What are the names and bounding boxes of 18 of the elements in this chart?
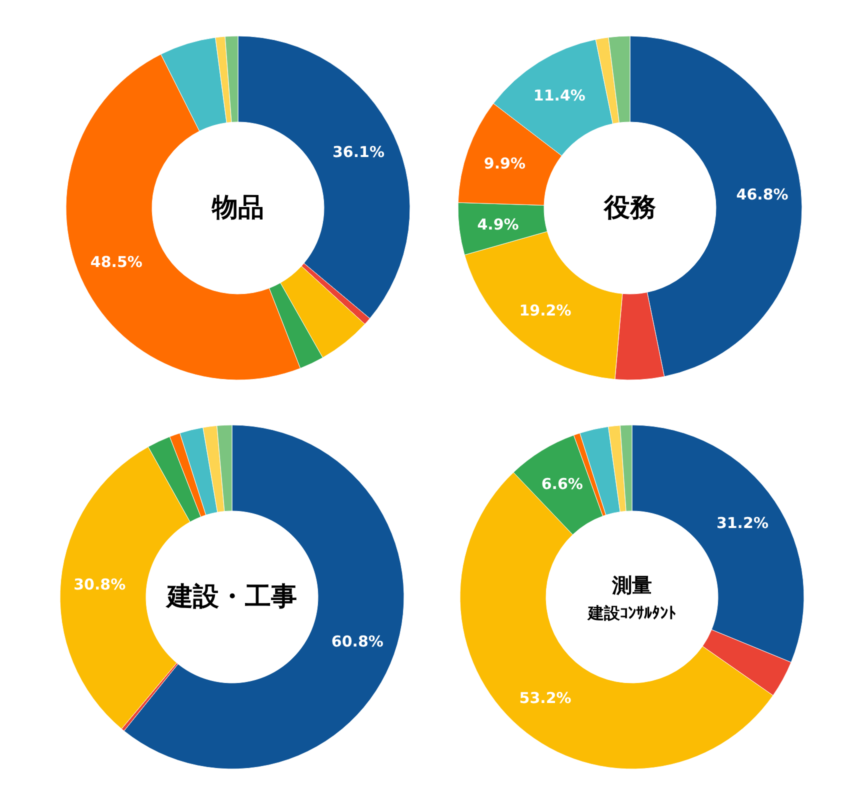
data-label: 60.8% bbox=[331, 632, 384, 650]
data-label: 6.6% bbox=[541, 474, 583, 493]
donut-slice bbox=[124, 424, 404, 770]
text: 物品 bbox=[211, 193, 264, 223]
data-label: 53.2% bbox=[519, 688, 572, 707]
data-label: 36.1% bbox=[332, 142, 385, 161]
data-label: 4.9% bbox=[477, 215, 519, 234]
text: 建設ｺﾝｻﾙﾀﾝﾄ bbox=[586, 604, 676, 622]
text: 建設・工事 bbox=[165, 582, 297, 612]
text: 測量 bbox=[611, 573, 652, 597]
data-label: 19.2% bbox=[519, 301, 572, 320]
data-label: 9.9% bbox=[484, 154, 526, 172]
data-label: 11.4% bbox=[533, 86, 586, 104]
data-label: 46.8% bbox=[736, 186, 788, 204]
text: 役務 bbox=[603, 193, 656, 223]
data-label: 30.8% bbox=[74, 575, 126, 594]
data-label: 31.2% bbox=[716, 514, 768, 532]
data-label: 48.5% bbox=[90, 252, 142, 271]
